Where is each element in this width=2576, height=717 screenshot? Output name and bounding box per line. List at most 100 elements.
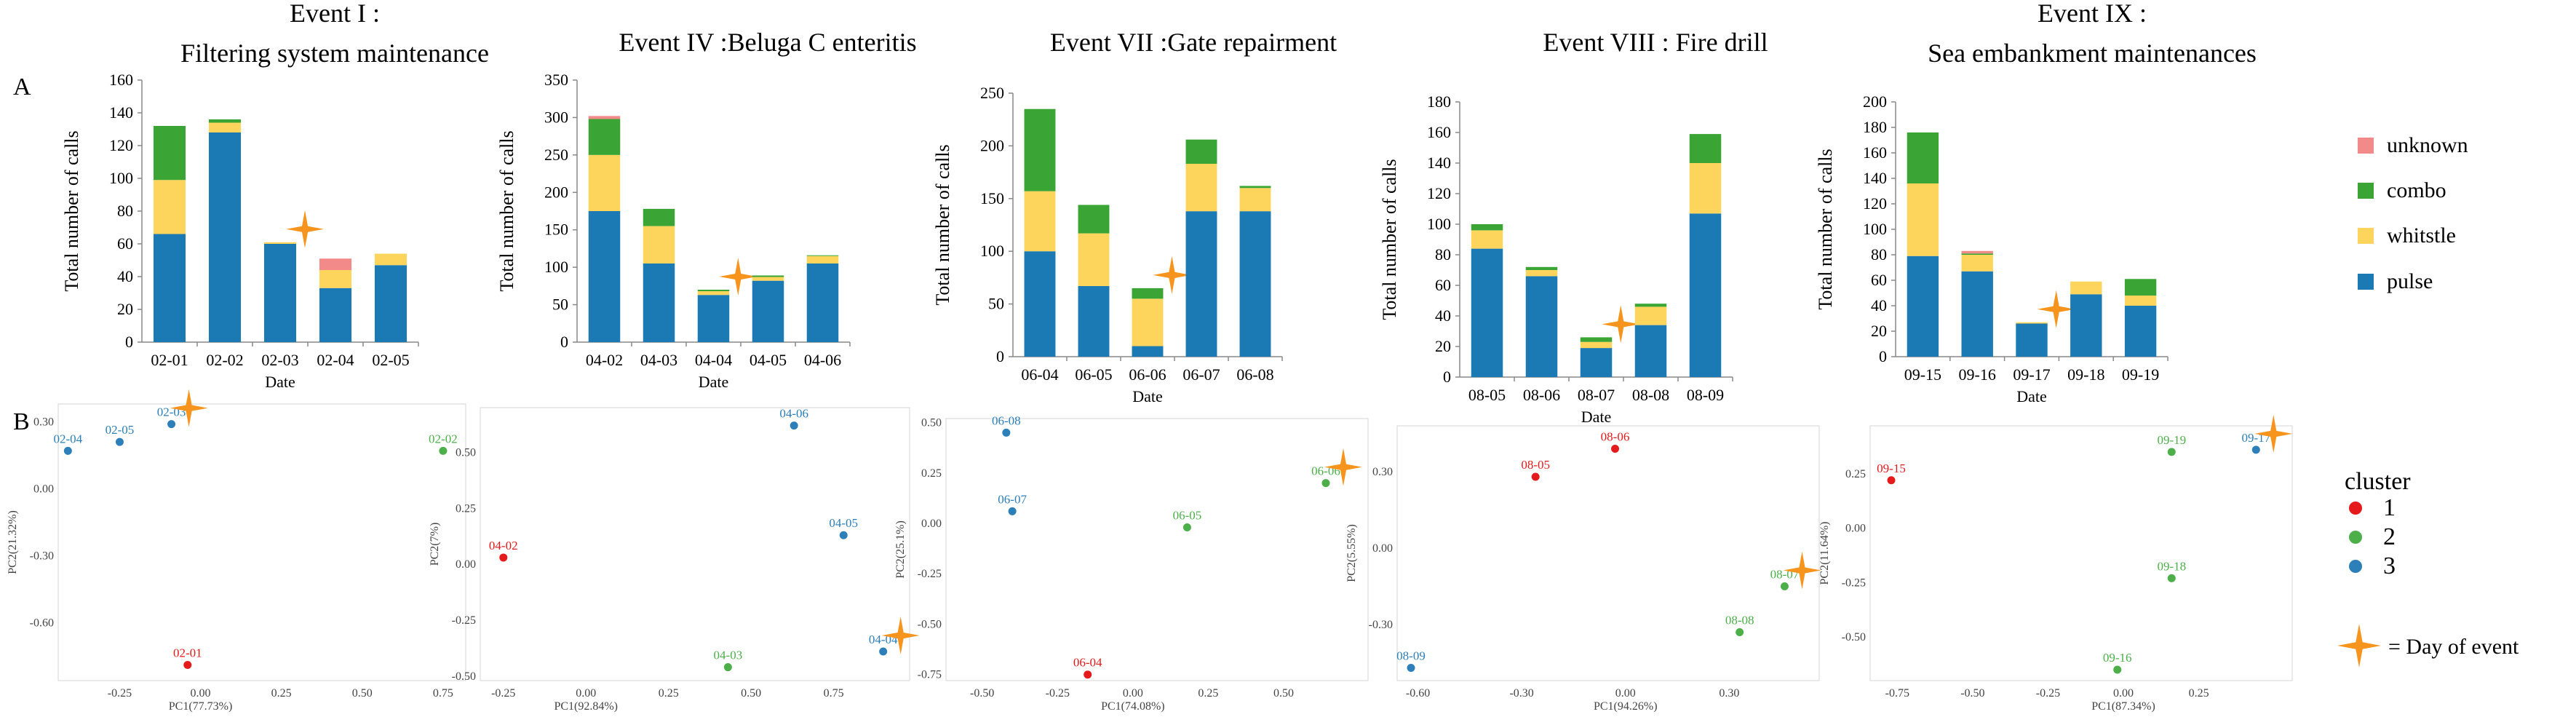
bar-segment-whitstle [1525, 270, 1558, 277]
legend-label: whitstle [2387, 223, 2456, 247]
bar-segment-unknown [319, 258, 352, 270]
bar-segment-combo [1185, 139, 1217, 165]
bar-segment-pulse [752, 280, 784, 342]
event-day-star [1153, 255, 1191, 294]
x-axis-title: PC1(77.73%) [169, 700, 233, 713]
x-tick-label: 0.00 [576, 687, 596, 700]
bar-segment-whitstle [697, 291, 730, 296]
y-tick-label: 120 [109, 136, 133, 154]
bar-segment-whitstle [1634, 306, 1667, 325]
bar-chart-1: Event I : Filtering system maintenance 0 20… [61, 0, 489, 391]
pca-point-label: 04-03 [714, 649, 743, 662]
y-tick-label: 0 [560, 333, 568, 351]
bar-segment-pulse [2016, 323, 2048, 357]
y-axis-title: PC2(5.55%) [1345, 524, 1358, 582]
y-tick-label: 50 [988, 295, 1004, 313]
legend-label: combo [2387, 178, 2446, 202]
pca-point [63, 446, 72, 455]
x-tick-label: 06-08 [1236, 365, 1273, 384]
x-axis-title: Date [1132, 387, 1163, 405]
pca-point [115, 437, 124, 446]
x-axis-title: Date [1581, 408, 1612, 426]
y-tick-label: 0.25 [1845, 468, 1866, 480]
bar-chart-3: Event VII :Gate repairment 0 50 100 150 200 25… [932, 28, 1337, 405]
bar-segment-pulse [2070, 294, 2102, 357]
bar-segment-whitstle [153, 180, 186, 234]
bar-segment-unknown [1961, 250, 1993, 254]
y-tick-label: -0.60 [30, 617, 54, 629]
x-tick-label: -0.25 [108, 687, 132, 700]
y-tick-label: 150 [544, 221, 568, 239]
x-tick-label: 0.50 [741, 687, 761, 700]
pca-point-label: 09-16 [2103, 651, 2132, 665]
y-tick-label: 140 [109, 103, 133, 122]
y-tick-label: 0.00 [1372, 542, 1393, 555]
bar-segment-combo [2124, 279, 2157, 296]
y-tick-label: -0.25 [452, 614, 476, 627]
bar-segment-pulse [208, 132, 242, 342]
bar-segment-combo [1132, 288, 1164, 299]
y-tick-label: 250 [980, 84, 1004, 102]
bar-segment-combo [643, 208, 675, 226]
x-tick-label: 0.50 [1273, 687, 1294, 700]
y-tick-label: 120 [1427, 184, 1451, 202]
pca-point [1002, 428, 1011, 437]
bar-chart-title: Sea embankment maintenances [1928, 39, 2257, 68]
y-tick-label: 140 [1427, 154, 1451, 172]
y-tick-label: 300 [544, 108, 568, 126]
x-tick-label: 08-06 [1523, 386, 1560, 404]
x-tick-label: 0.50 [352, 687, 373, 700]
x-tick-label: -0.50 [970, 687, 994, 700]
plot-frame [1869, 425, 2293, 681]
y-tick-label: 200 [1863, 92, 1887, 111]
y-tick-label: 120 [1863, 194, 1887, 213]
y-tick-label: 100 [109, 169, 133, 187]
y-tick-label: 0.25 [456, 502, 476, 515]
legend-label: pulse [2387, 269, 2433, 293]
y-tick-label: 80 [1871, 245, 1887, 264]
pca-point [839, 531, 848, 539]
bar-segment-whitstle [588, 154, 621, 211]
y-axis-title: PC2(21.32%) [7, 510, 19, 574]
bar-segment-whitstle [1024, 191, 1056, 252]
bar-segment-whitstle [1132, 298, 1164, 346]
y-tick-label: 0.00 [456, 558, 476, 571]
bar-segment-pulse [153, 234, 186, 342]
x-tick-label: 0.25 [271, 687, 292, 700]
y-axis-title: Total number of calls [496, 130, 517, 291]
bar-segment-combo [1961, 253, 1993, 255]
y-axis-title: PC2(25.1%) [894, 520, 907, 579]
pca-point-label: 08-08 [1725, 614, 1754, 627]
bar-segment-pulse [1132, 346, 1164, 357]
x-tick-label: 06-06 [1129, 365, 1166, 384]
bar-chart-2: Event IV :Beluga C enteritis 0 50 100 150 200… [496, 28, 917, 391]
bar-chart-title: Event VII :Gate repairment [1050, 28, 1337, 57]
bar-segment-whitstle [643, 226, 675, 264]
x-tick-label: -0.60 [1406, 687, 1430, 700]
pca-point-label: 06-04 [1073, 656, 1102, 670]
x-axis-title: Date [265, 373, 295, 391]
y-tick-label: -0.30 [30, 550, 54, 562]
y-tick-label: 80 [117, 202, 133, 220]
event-day-star [2254, 414, 2293, 453]
y-tick-label: 100 [544, 258, 568, 276]
pca-point [879, 647, 888, 656]
bar-segment-pulse [319, 288, 352, 342]
pca-point-label: 09-18 [2157, 559, 2186, 573]
y-tick-label: -0.25 [918, 568, 942, 580]
y-tick-label: 60 [117, 234, 133, 253]
y-tick-label: 20 [1871, 322, 1887, 340]
bar-segment-pulse [1024, 251, 1056, 357]
bar-segment-pulse [697, 295, 730, 342]
bar-segment-combo [1525, 266, 1558, 270]
bar-segment-pulse [643, 264, 675, 342]
event-day-star [2037, 290, 2075, 328]
pca-point-label: 02-05 [106, 423, 135, 437]
bar-segment-combo [1689, 134, 1722, 163]
bar-segment-combo [1580, 337, 1613, 342]
y-tick-label: 20 [117, 300, 133, 318]
event-day-star [1602, 305, 1640, 344]
x-tick-label: -0.50 [1960, 687, 1984, 700]
y-tick-label: 0.25 [921, 467, 942, 480]
